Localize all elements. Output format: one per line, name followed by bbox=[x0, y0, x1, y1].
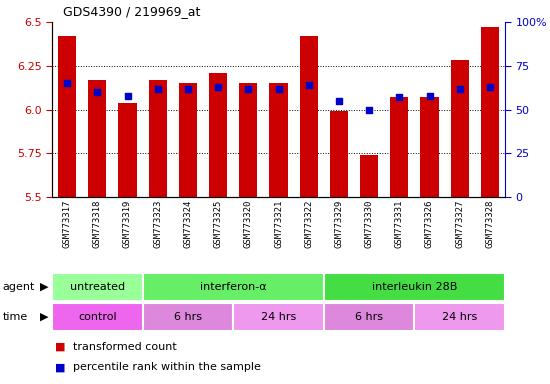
Text: agent: agent bbox=[3, 282, 35, 292]
Bar bbox=[142, 303, 233, 331]
Bar bbox=[58, 36, 76, 197]
Bar bbox=[414, 303, 505, 331]
Text: control: control bbox=[78, 312, 117, 322]
Bar bbox=[300, 36, 318, 197]
Bar bbox=[270, 83, 288, 197]
Text: 24 hrs: 24 hrs bbox=[442, 312, 477, 322]
Bar bbox=[360, 155, 378, 197]
Point bbox=[455, 85, 464, 91]
Point bbox=[486, 84, 494, 90]
Bar bbox=[52, 273, 142, 301]
Point bbox=[244, 85, 252, 91]
Text: 6 hrs: 6 hrs bbox=[174, 312, 202, 322]
Text: untreated: untreated bbox=[70, 282, 125, 292]
Text: ■: ■ bbox=[55, 362, 65, 372]
Bar bbox=[420, 97, 438, 197]
Text: GDS4390 / 219969_at: GDS4390 / 219969_at bbox=[63, 5, 200, 18]
Bar bbox=[324, 273, 505, 301]
Point bbox=[184, 85, 192, 91]
Text: ▶: ▶ bbox=[40, 312, 48, 322]
Point bbox=[214, 84, 223, 90]
Text: 6 hrs: 6 hrs bbox=[355, 312, 383, 322]
Bar bbox=[148, 80, 167, 197]
Text: percentile rank within the sample: percentile rank within the sample bbox=[73, 362, 261, 372]
Bar bbox=[209, 73, 227, 197]
Text: ■: ■ bbox=[55, 341, 65, 352]
Text: transformed count: transformed count bbox=[73, 341, 177, 352]
Text: interferon-α: interferon-α bbox=[200, 282, 267, 292]
Bar bbox=[324, 303, 414, 331]
Point bbox=[123, 93, 132, 99]
Point bbox=[93, 89, 102, 95]
Bar bbox=[233, 303, 324, 331]
Text: 24 hrs: 24 hrs bbox=[261, 312, 296, 322]
Bar bbox=[179, 83, 197, 197]
Point bbox=[304, 82, 313, 88]
Point bbox=[365, 106, 373, 113]
Point bbox=[63, 80, 72, 86]
Text: ▶: ▶ bbox=[40, 282, 48, 292]
Text: interleukin 28B: interleukin 28B bbox=[372, 282, 457, 292]
Point bbox=[425, 93, 434, 99]
Point bbox=[153, 85, 162, 91]
Bar bbox=[142, 273, 324, 301]
Bar bbox=[481, 27, 499, 197]
Bar bbox=[330, 111, 348, 197]
Bar bbox=[390, 97, 408, 197]
Bar bbox=[450, 61, 469, 197]
Bar bbox=[52, 303, 142, 331]
Bar bbox=[88, 80, 106, 197]
Point bbox=[395, 94, 404, 100]
Point bbox=[274, 85, 283, 91]
Point bbox=[334, 98, 343, 104]
Bar bbox=[118, 103, 136, 197]
Bar bbox=[239, 83, 257, 197]
Text: time: time bbox=[3, 312, 28, 322]
